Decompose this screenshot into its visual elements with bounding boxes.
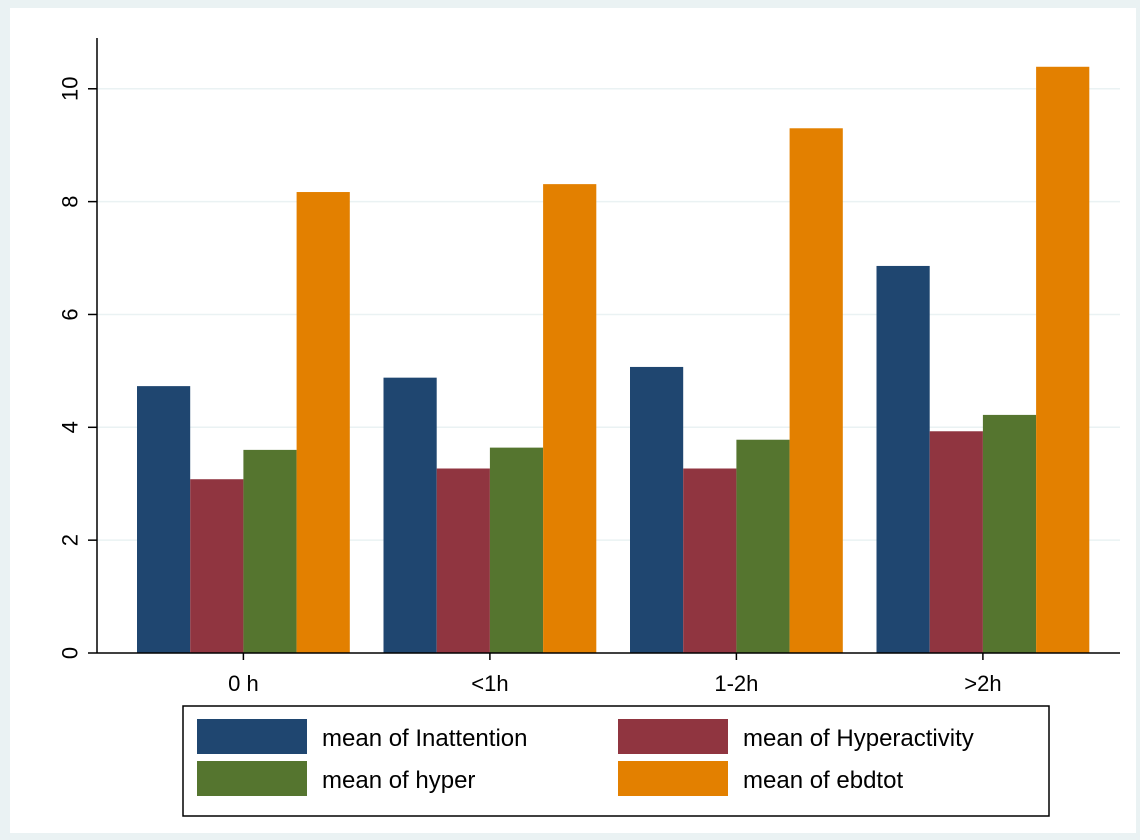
legend-label: mean of Inattention xyxy=(322,725,527,752)
bar xyxy=(190,479,244,653)
x-tick-label: <1h xyxy=(471,671,508,696)
legend-swatch xyxy=(618,761,728,796)
bar xyxy=(789,128,843,654)
bar xyxy=(137,386,191,653)
bar xyxy=(383,377,437,653)
legend-swatch xyxy=(197,719,307,754)
bar xyxy=(543,184,597,653)
legend-box xyxy=(182,705,1050,817)
bar xyxy=(736,439,790,653)
legend-swatch xyxy=(618,719,728,754)
y-tick-label: 2 xyxy=(58,534,83,546)
legend-label: mean of ebdtot xyxy=(743,767,903,794)
x-tick-label: >2h xyxy=(964,671,1001,696)
bar xyxy=(876,265,930,653)
y-tick-label: 4 xyxy=(58,421,83,433)
bar xyxy=(683,468,737,653)
y-tick-label: 8 xyxy=(58,195,83,207)
bar xyxy=(1036,66,1090,654)
legend: mean of Inattention mean of Hyperactivity… xyxy=(182,705,1050,817)
legend-swatch xyxy=(197,761,307,796)
bar xyxy=(296,192,350,653)
x-tick-label: 1-2h xyxy=(714,671,758,696)
bar xyxy=(436,468,490,653)
x-ticks: 0 h <1h 1-2h >2h xyxy=(228,653,1002,696)
bars xyxy=(137,66,1090,654)
bar xyxy=(489,447,544,653)
y-ticks: 0 2 4 6 8 10 xyxy=(58,77,97,659)
bar xyxy=(243,449,297,653)
legend-label: mean of hyper xyxy=(322,767,475,794)
legend-label: mean of Hyperactivity xyxy=(743,725,974,752)
bar xyxy=(929,431,983,653)
x-tick-label: 0 h xyxy=(228,671,259,696)
y-tick-label: 0 xyxy=(58,647,83,659)
bar xyxy=(982,414,1037,653)
axes xyxy=(96,38,1120,654)
y-tick-label: 10 xyxy=(58,77,83,101)
y-tick-label: 6 xyxy=(58,308,83,320)
bar xyxy=(630,366,684,653)
